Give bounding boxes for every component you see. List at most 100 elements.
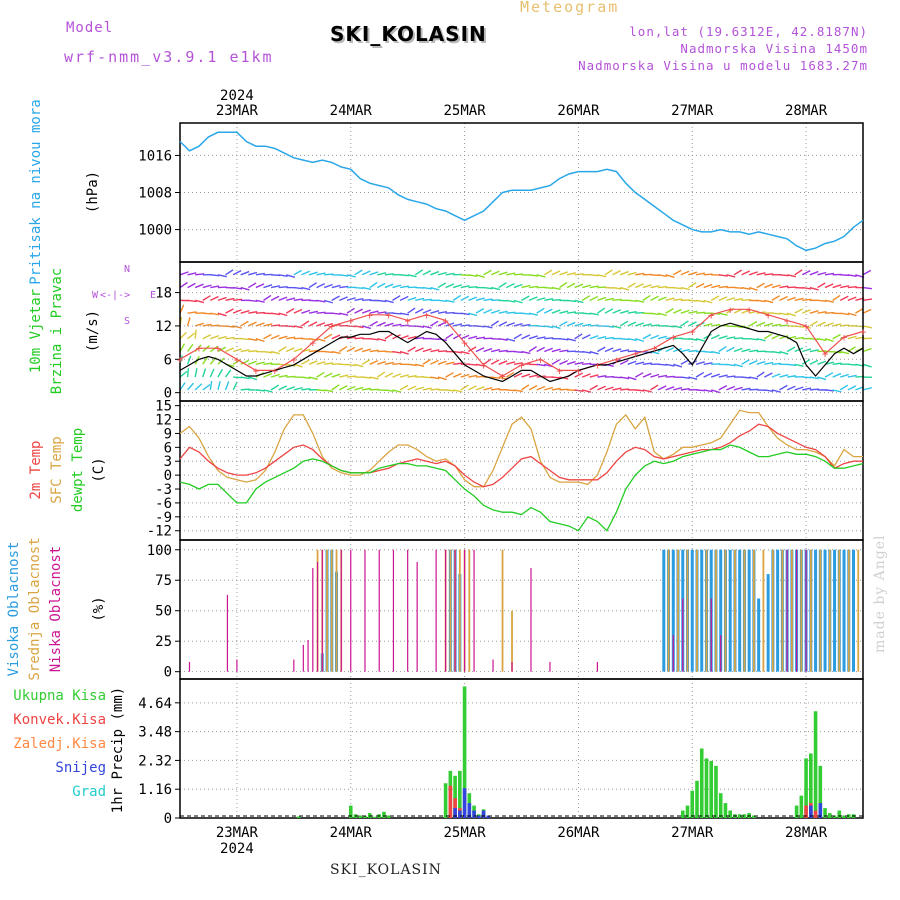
wind-vector (756, 272, 766, 276)
wind-vector (293, 347, 303, 353)
precip-bar-total (462, 686, 467, 818)
wind-vector (551, 270, 561, 276)
wind-vector (551, 309, 561, 314)
wind-vector (278, 374, 288, 378)
wind-vector (718, 345, 727, 353)
wind-vector (749, 376, 759, 380)
wind-vector (217, 286, 227, 289)
precip-bar-total (680, 810, 685, 818)
wind-vector (240, 270, 250, 276)
wind-vector (824, 322, 834, 327)
wind-vector (817, 321, 826, 327)
wind-vector (414, 269, 424, 276)
wind-vector (650, 384, 659, 391)
wind-vector (376, 282, 386, 289)
gust-marker: + (196, 342, 203, 355)
wind-vector (399, 285, 410, 289)
wind-vector (566, 299, 577, 303)
wind-vector (771, 373, 781, 378)
wind-vector (369, 338, 379, 341)
y-tick-label: 18 (155, 286, 172, 302)
gust-marker: + (366, 309, 373, 322)
panel-frame (179, 678, 864, 819)
wind-vector (210, 285, 220, 289)
wind-vector (377, 360, 387, 365)
wind-vector (847, 374, 857, 378)
wind-vector (862, 298, 873, 302)
wind-vector (414, 347, 424, 353)
cloud-low-label: Niska Oblacnost (48, 546, 64, 672)
wind-vector (612, 376, 622, 379)
wind-vector (506, 322, 515, 327)
precip-legend-item: Zaledj.Kisa (13, 736, 106, 752)
wind-vector (604, 297, 614, 302)
wind-vector (248, 321, 257, 327)
wind-vector (786, 274, 797, 278)
wind-vector (680, 348, 690, 353)
wind-vector (498, 271, 508, 276)
wind-vector (619, 286, 630, 291)
wind-vector (832, 372, 842, 378)
wind-vector (278, 335, 288, 340)
wind-vector (801, 270, 811, 276)
wind-vector (422, 348, 432, 353)
wind-vector (528, 345, 537, 353)
bottom-day-label: 24MAR (330, 825, 373, 841)
precip-legend-item: Konvek.Kisa (13, 712, 106, 728)
wind-vector (764, 273, 774, 276)
wind-vector (460, 285, 470, 289)
wind-vector (840, 285, 850, 289)
precip-bar-total (842, 815, 846, 818)
wind-vector (559, 320, 568, 327)
wind-vector (422, 298, 432, 302)
wind-vector (233, 376, 243, 379)
wind-vector (559, 338, 569, 341)
wind-vector (195, 299, 205, 304)
wind-vector (490, 270, 500, 276)
y-tick-label: 2.32 (138, 753, 172, 769)
wind-vector (642, 389, 652, 393)
wind-vector (248, 376, 258, 381)
wind-vector (316, 322, 326, 327)
wind-vector (422, 358, 431, 365)
gust-marker: + (613, 353, 620, 366)
wind-vector (658, 286, 668, 289)
wind-vector (824, 299, 835, 303)
wind-vector (210, 335, 220, 340)
wind-vector (786, 346, 796, 353)
gust-marker: + (423, 309, 430, 322)
wind-vector (339, 274, 349, 277)
wind-vector (809, 320, 818, 327)
precip-bar-total (709, 760, 714, 818)
wind-vector (248, 310, 258, 314)
wind-vector (270, 384, 280, 391)
wind-vector (688, 321, 697, 327)
station-title: SKI_KOLASIN (330, 22, 487, 46)
bottom-day-label: 28MAR (785, 825, 828, 841)
wind-vector (688, 349, 698, 353)
wind-vector (399, 384, 409, 391)
y-tick-label: 1.16 (138, 782, 172, 798)
wind-vector (308, 321, 318, 327)
precip-bar-total (813, 711, 818, 818)
wind-vector (847, 286, 857, 289)
wind-vector (657, 374, 668, 378)
wind-vector (430, 376, 440, 380)
precip-bar-convective (448, 785, 453, 818)
wind-vector (787, 375, 797, 378)
wind-vector (407, 274, 417, 278)
wind-vector (452, 333, 462, 340)
wind-vector (787, 363, 797, 367)
wind-vector (316, 272, 326, 276)
wind-vector (460, 324, 470, 327)
wind-vector (453, 389, 463, 393)
wind-vector (399, 335, 409, 340)
wind-vector (817, 282, 826, 289)
wind-vector (186, 368, 190, 378)
wind-vector (194, 368, 198, 378)
wind-vector (620, 376, 630, 380)
wind-vector (688, 376, 698, 380)
precip-bar-total (818, 765, 823, 818)
wind-vector (665, 274, 675, 278)
wind-vector (840, 274, 850, 277)
